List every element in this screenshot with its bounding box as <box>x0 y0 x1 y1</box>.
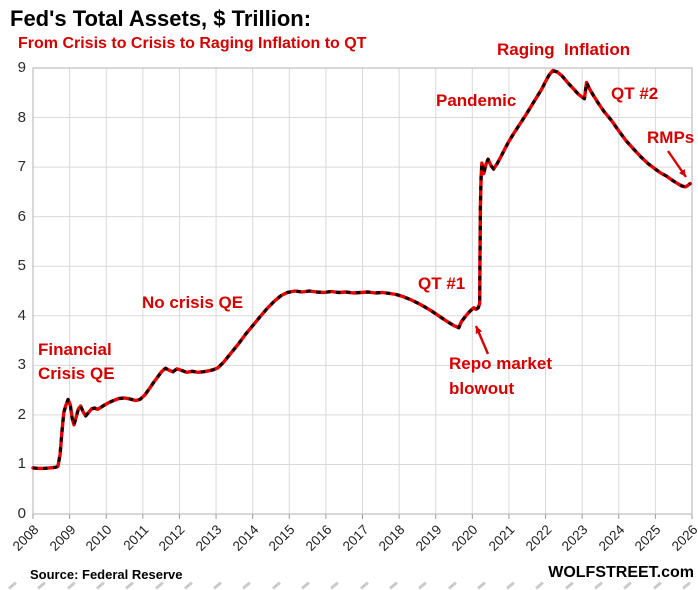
y-tick-label: 6 <box>17 207 26 225</box>
fed-assets-line-red <box>31 68 692 471</box>
source-note: Source: Federal Reserve <box>30 567 183 582</box>
rmps-arrow-head <box>679 169 686 177</box>
wolfstreet-brand: WOLFSTREET.com <box>548 564 694 581</box>
y-tick-label: 1 <box>17 455 26 473</box>
y-tick-label: 3 <box>17 356 26 374</box>
y-tick-label: 4 <box>17 306 26 324</box>
annotation-repo-market-blowout-line2: blowout <box>449 379 515 398</box>
annotation-financial-crisis-qe-line2: Crisis QE <box>38 364 115 383</box>
y-tick-label: 2 <box>17 405 26 423</box>
page-title: Fed's Total Assets, $ Trillion: <box>10 6 312 31</box>
plot-border <box>32 67 693 515</box>
y-tick-label: 7 <box>17 158 26 176</box>
annotation-qt-2: QT #2 <box>611 84 659 103</box>
annotation-rmps: RMPs <box>647 128 695 147</box>
y-tick-label: 0 <box>17 505 26 522</box>
fed-assets-line-dashes <box>32 68 692 470</box>
annotation-repo-market-blowout-line1: Repo market <box>449 354 552 373</box>
annotation-pandemic: Pandemic <box>436 91 517 110</box>
page-subtitle: From Crisis to Crisis to Raging Inflatio… <box>18 35 367 52</box>
y-tick-label: 8 <box>17 108 26 126</box>
annotation-no-crisis-qe: No crisis QE <box>142 293 244 312</box>
annotation-qt-1: QT #1 <box>418 274 466 293</box>
y-tick-label: 9 <box>17 59 26 76</box>
repo-arrow-head <box>475 326 483 334</box>
annotation-financial-crisis-qe-line1: Financial <box>38 340 112 359</box>
y-tick-label: 5 <box>17 257 26 275</box>
annotation-raging-inflation: Raging Inflation <box>497 40 631 59</box>
